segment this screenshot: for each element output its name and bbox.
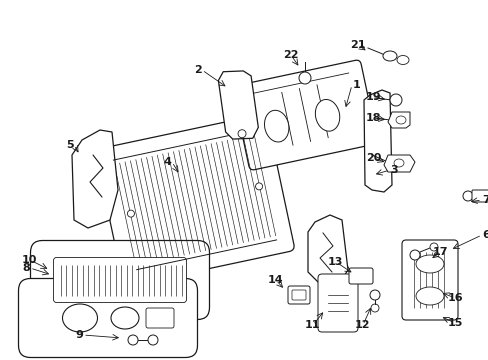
- Ellipse shape: [396, 55, 408, 64]
- Polygon shape: [363, 90, 391, 192]
- Ellipse shape: [315, 99, 339, 131]
- FancyBboxPatch shape: [401, 240, 457, 320]
- Text: 20: 20: [365, 153, 381, 163]
- Ellipse shape: [415, 255, 443, 273]
- Polygon shape: [383, 155, 414, 172]
- Circle shape: [429, 243, 437, 251]
- Text: 6: 6: [481, 230, 488, 240]
- Circle shape: [369, 290, 379, 300]
- Circle shape: [298, 72, 310, 84]
- Circle shape: [389, 94, 401, 106]
- Text: 13: 13: [327, 257, 343, 267]
- Text: 10: 10: [22, 255, 37, 265]
- Circle shape: [127, 210, 134, 217]
- Ellipse shape: [395, 116, 405, 124]
- FancyBboxPatch shape: [348, 268, 372, 284]
- FancyBboxPatch shape: [291, 290, 305, 300]
- FancyBboxPatch shape: [471, 190, 488, 202]
- Polygon shape: [387, 112, 409, 128]
- Circle shape: [238, 130, 245, 138]
- FancyBboxPatch shape: [30, 240, 209, 320]
- Text: 3: 3: [389, 165, 397, 175]
- Text: 9: 9: [75, 330, 82, 340]
- Ellipse shape: [382, 51, 396, 61]
- Text: 4: 4: [163, 157, 171, 167]
- Circle shape: [255, 183, 262, 190]
- Circle shape: [148, 335, 158, 345]
- Ellipse shape: [415, 287, 443, 305]
- FancyBboxPatch shape: [19, 279, 197, 357]
- Ellipse shape: [264, 110, 288, 142]
- Ellipse shape: [393, 159, 403, 167]
- Ellipse shape: [111, 307, 139, 329]
- FancyBboxPatch shape: [317, 274, 357, 332]
- Polygon shape: [307, 215, 347, 285]
- FancyBboxPatch shape: [53, 257, 186, 302]
- Text: 19: 19: [365, 92, 381, 102]
- FancyBboxPatch shape: [146, 308, 174, 328]
- Circle shape: [128, 335, 138, 345]
- Text: 2: 2: [194, 65, 202, 75]
- Text: 12: 12: [354, 320, 370, 330]
- Text: 16: 16: [447, 293, 462, 303]
- Circle shape: [370, 304, 378, 312]
- Text: 21: 21: [349, 40, 365, 50]
- Text: 8: 8: [22, 263, 30, 273]
- Text: 7: 7: [481, 195, 488, 205]
- Text: 22: 22: [283, 50, 298, 60]
- Circle shape: [462, 191, 472, 201]
- FancyBboxPatch shape: [96, 114, 293, 285]
- Text: 15: 15: [447, 318, 462, 328]
- Text: 5: 5: [66, 140, 74, 150]
- Text: 1: 1: [351, 80, 359, 90]
- Polygon shape: [72, 130, 118, 228]
- Polygon shape: [218, 71, 258, 139]
- Ellipse shape: [62, 304, 97, 332]
- Text: 11: 11: [305, 320, 320, 330]
- FancyBboxPatch shape: [287, 286, 309, 304]
- Circle shape: [409, 250, 419, 260]
- FancyBboxPatch shape: [232, 60, 376, 170]
- Text: 18: 18: [365, 113, 381, 123]
- Text: 14: 14: [267, 275, 283, 285]
- Text: 17: 17: [431, 247, 447, 257]
